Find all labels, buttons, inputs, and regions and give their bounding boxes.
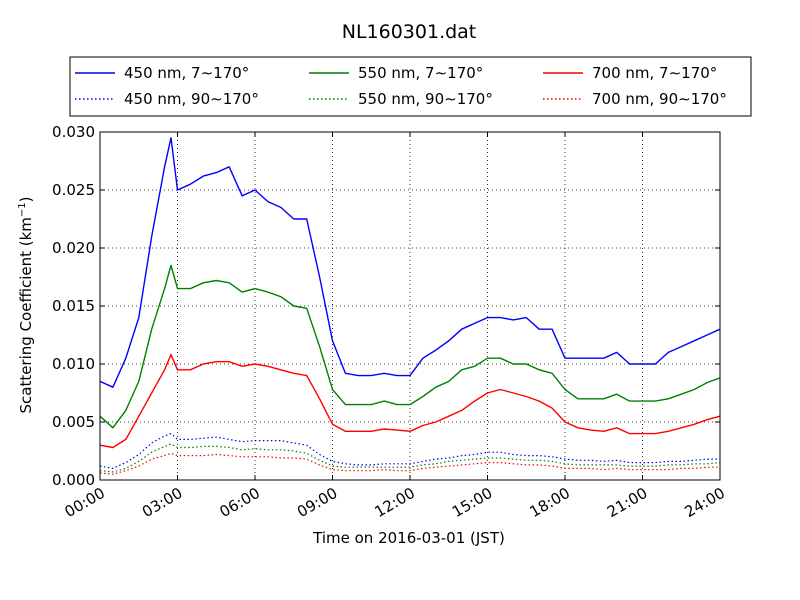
series-layer (99, 137, 721, 475)
y-tick-label: 0.025 (52, 181, 95, 199)
y-axis-label: Scattering Coefficient (km−1) (17, 196, 35, 413)
legend-label: 550 nm, 90∼170° (358, 90, 493, 108)
series-line (99, 137, 721, 388)
series-line (99, 452, 720, 475)
legend-label: 550 nm, 7∼170° (358, 64, 483, 82)
legend-box (69, 56, 752, 117)
y-tick-labels: 0.000 0.005 0.010 0.015 0.020 0.025 0.030 (52, 123, 95, 489)
y-axis-label-close: ) (17, 196, 35, 202)
series-line (99, 354, 721, 449)
y-tick-label: 0.005 (52, 413, 95, 431)
chart-title: NL160301.dat (342, 21, 477, 43)
x-axis-label: Time on 2016-03-01 (JST) (312, 529, 505, 547)
series-line (99, 433, 720, 469)
y-tick-label: 0.000 (52, 471, 95, 489)
series-line (99, 264, 721, 429)
series-line (99, 443, 721, 473)
tick-marks (99, 131, 721, 481)
y-axis-label-exponent: −1 (17, 202, 28, 217)
y-axis-label-main: Scattering Coefficient (km (17, 217, 35, 413)
legend-label: 700 nm, 7∼170° (592, 64, 717, 82)
y-tick-label: 0.010 (52, 355, 95, 373)
legend: 450 nm, 7∼170° 550 nm, 7∼170° 700 nm, 7∼17… (69, 56, 752, 117)
legend-entries: 450 nm, 7∼170° 550 nm, 7∼170° 700 nm, 7∼17… (75, 64, 727, 108)
legend-label: 700 nm, 90∼170° (592, 90, 727, 108)
legend-label: 450 nm, 7∼170° (124, 64, 249, 82)
legend-label: 450 nm, 90∼170° (124, 90, 259, 108)
y-tick-label: 0.015 (52, 297, 95, 315)
y-tick-label: 0.030 (52, 123, 95, 141)
y-tick-label: 0.020 (52, 239, 95, 257)
